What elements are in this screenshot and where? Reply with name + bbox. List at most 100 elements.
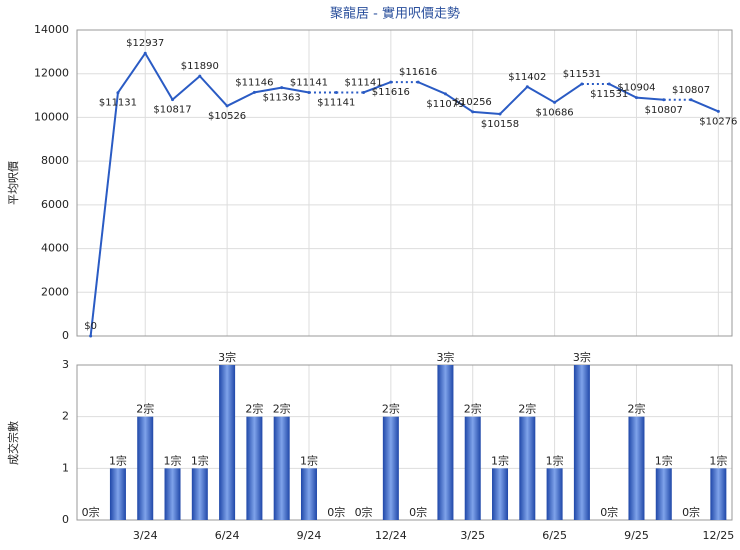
point bbox=[252, 90, 256, 94]
x-tick-label: 6/24 bbox=[215, 529, 240, 542]
point bbox=[198, 74, 202, 78]
data-label: 3宗 bbox=[573, 350, 591, 364]
point bbox=[280, 86, 284, 90]
line-segment bbox=[171, 75, 201, 101]
x-tick-label: 12/25 bbox=[703, 529, 735, 542]
data-label: $10904 bbox=[617, 83, 655, 94]
data-label: 2宗 bbox=[382, 402, 400, 416]
data-label: $11616 bbox=[372, 87, 410, 98]
data-label: 0宗 bbox=[600, 505, 618, 519]
line-segment bbox=[417, 81, 446, 95]
bar bbox=[191, 468, 208, 520]
data-label: $11402 bbox=[508, 72, 546, 83]
data-label: 0宗 bbox=[355, 505, 373, 519]
line-segment bbox=[472, 110, 501, 115]
point bbox=[553, 100, 557, 104]
y-tick-label: 10000 bbox=[34, 110, 69, 123]
line-segment bbox=[254, 86, 282, 94]
line-segment bbox=[199, 75, 228, 107]
data-label: $12937 bbox=[126, 38, 164, 49]
data-label: 2宗 bbox=[627, 402, 645, 416]
data-label: $11363 bbox=[263, 93, 301, 104]
data-label: $10807 bbox=[645, 105, 683, 116]
data-label: 1宗 bbox=[709, 453, 727, 467]
point bbox=[389, 80, 393, 84]
line-segment bbox=[281, 86, 310, 94]
data-label: $10256 bbox=[454, 97, 492, 108]
point bbox=[225, 104, 229, 108]
data-label: $0 bbox=[84, 321, 97, 332]
line-segment bbox=[89, 92, 119, 337]
data-label: $11890 bbox=[181, 61, 219, 72]
bar bbox=[519, 416, 536, 520]
point bbox=[362, 90, 366, 94]
data-label: 1宗 bbox=[191, 453, 209, 467]
plot-frame bbox=[76, 29, 733, 337]
data-label: 1宗 bbox=[300, 453, 318, 467]
point bbox=[580, 82, 584, 86]
data-label: 1宗 bbox=[491, 453, 509, 467]
line-segment bbox=[636, 96, 664, 101]
y-tick-label: 6000 bbox=[41, 198, 69, 211]
data-label: 2宗 bbox=[136, 402, 154, 416]
x-tick-label: 12/24 bbox=[375, 529, 407, 542]
data-label: $10276 bbox=[699, 116, 737, 127]
bar bbox=[300, 468, 317, 520]
data-label: $11616 bbox=[399, 67, 437, 78]
point bbox=[334, 90, 338, 94]
point bbox=[416, 80, 420, 84]
data-label: $11146 bbox=[235, 77, 273, 88]
line-segment bbox=[499, 86, 529, 115]
line-segment bbox=[690, 98, 719, 113]
point bbox=[171, 98, 175, 102]
point bbox=[525, 85, 529, 89]
y-tick-label: 2 bbox=[62, 410, 69, 423]
point bbox=[307, 90, 311, 94]
line-segment bbox=[144, 52, 174, 101]
y-axis-label: 成交宗數 bbox=[6, 421, 20, 465]
data-label: 0宗 bbox=[409, 505, 427, 519]
y-tick-label: 14000 bbox=[34, 23, 69, 36]
y-tick-label: 8000 bbox=[41, 154, 69, 167]
y-tick-label: 1 bbox=[62, 461, 69, 474]
bar bbox=[164, 468, 181, 520]
line-segment bbox=[226, 91, 255, 107]
data-label: $11141 bbox=[344, 77, 382, 88]
data-label: $11141 bbox=[290, 77, 328, 88]
data-label: $11141 bbox=[317, 97, 355, 108]
x-tick-label: 3/25 bbox=[460, 529, 485, 542]
bar bbox=[573, 365, 590, 520]
bar bbox=[219, 365, 236, 520]
data-label: 1宗 bbox=[164, 453, 182, 467]
x-tick-label: 3/24 bbox=[133, 529, 158, 542]
point bbox=[443, 92, 447, 96]
y-tick-label: 3 bbox=[62, 358, 69, 371]
data-label: 1宗 bbox=[109, 453, 127, 467]
line-segment bbox=[117, 52, 147, 94]
bar bbox=[546, 468, 563, 520]
data-label: 2宗 bbox=[518, 402, 536, 416]
data-label: 2宗 bbox=[273, 402, 291, 416]
data-label: 1宗 bbox=[655, 453, 673, 467]
data-label: 3宗 bbox=[218, 350, 236, 364]
line-segment bbox=[444, 93, 474, 113]
point bbox=[471, 110, 475, 114]
line-segment bbox=[608, 83, 637, 99]
data-label: $11131 bbox=[99, 98, 137, 109]
point bbox=[143, 51, 147, 55]
bar bbox=[710, 468, 727, 520]
point bbox=[634, 96, 638, 100]
bar bbox=[109, 468, 126, 520]
data-label: $11531 bbox=[590, 89, 628, 100]
data-label: 3宗 bbox=[436, 350, 454, 364]
line-segment bbox=[554, 83, 583, 104]
data-label: $10807 bbox=[672, 85, 710, 96]
line-segment bbox=[363, 81, 392, 94]
bar bbox=[464, 416, 481, 520]
chart-title: 聚龍居 - 實用呎價走勢 bbox=[330, 6, 460, 22]
data-label: 0宗 bbox=[327, 505, 345, 519]
data-label: $11531 bbox=[563, 69, 601, 80]
data-label: $10526 bbox=[208, 111, 246, 122]
bar bbox=[137, 416, 154, 520]
